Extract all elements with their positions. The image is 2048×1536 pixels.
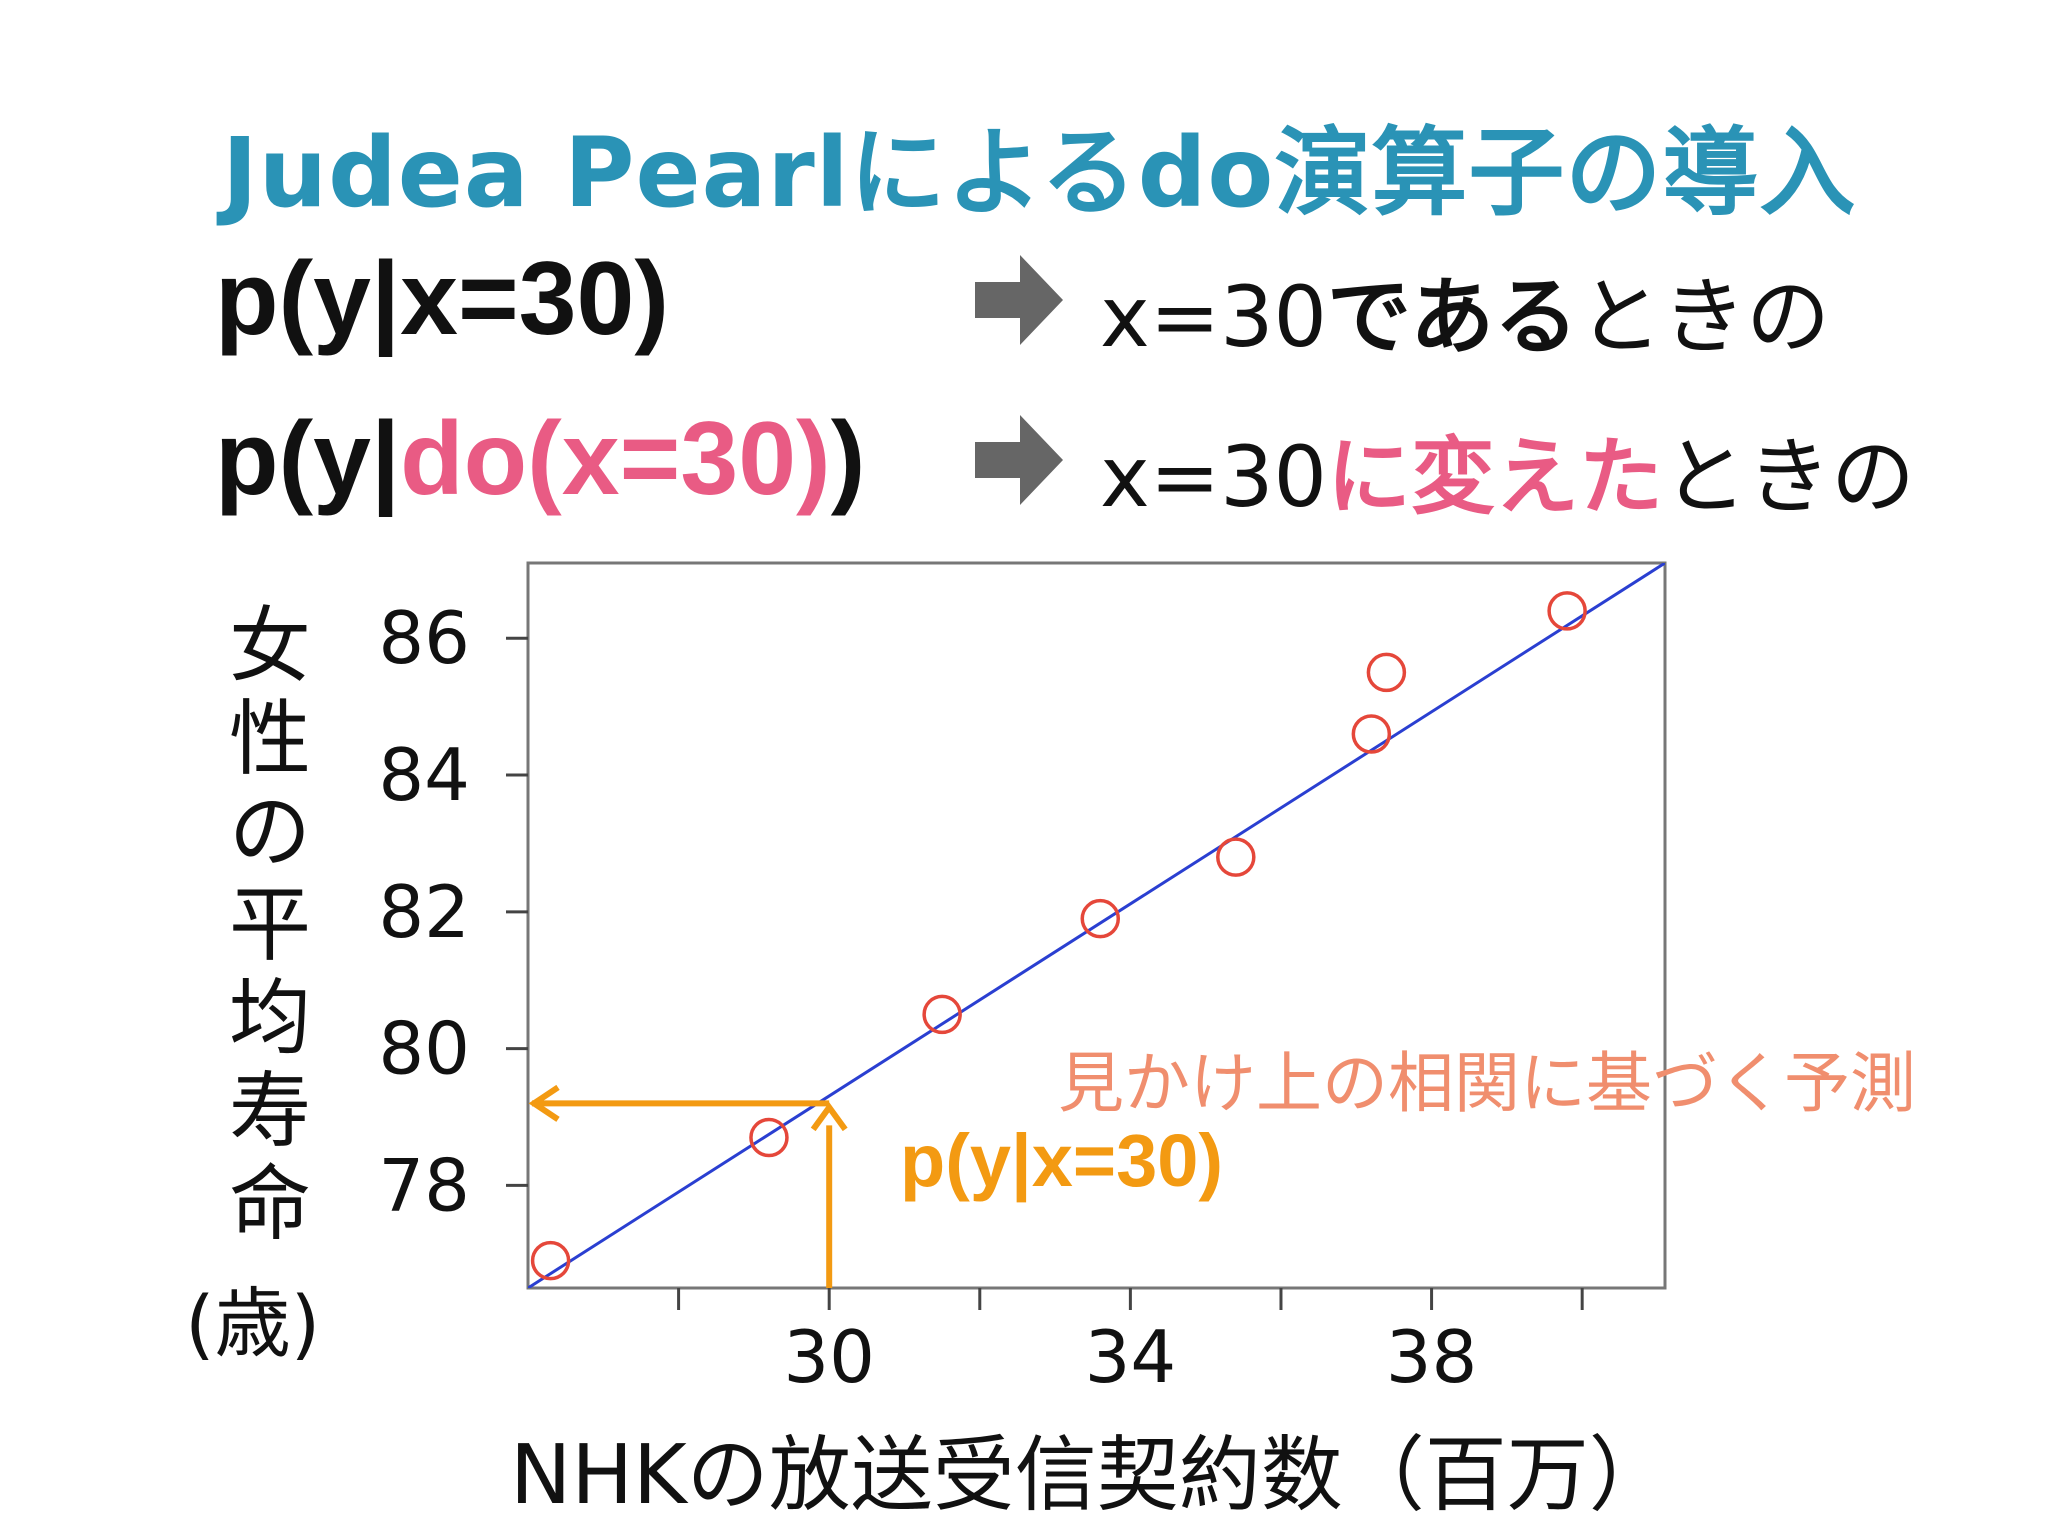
- data-point: [1547, 591, 1587, 631]
- x-tick-label: 38: [1386, 1315, 1478, 1399]
- desc-prefix: x=30: [1100, 268, 1327, 366]
- conditional-description: x=30であるときの: [1100, 250, 1830, 371]
- data-point: [530, 1240, 571, 1281]
- y-tick-label: 82: [378, 870, 470, 954]
- desc-prefix: x=30: [1100, 428, 1327, 526]
- regression-line: [528, 563, 1665, 1288]
- slide-title: Judea Pearlによるdo演算子の導入: [222, 117, 1857, 229]
- y-axis-label-char: の: [228, 785, 311, 880]
- x-axis-label: NHKの放送受信契約数（百万）: [510, 1428, 1671, 1523]
- formula-row-intervention: p(y|do(x=30)) x=30に変えたときの: [0, 400, 2048, 530]
- data-point: [1351, 714, 1392, 754]
- y-axis-label-char: 女: [228, 599, 311, 694]
- prediction-label: p(y|x=30): [900, 1119, 1224, 1202]
- y-tick-label: 78: [378, 1143, 470, 1227]
- prediction-arrowhead-up: [810, 1102, 848, 1132]
- y-axis-unit: (歳): [185, 1279, 321, 1368]
- y-axis-label: 女性の平均寿命: [215, 600, 325, 1251]
- data-point: [1366, 652, 1407, 693]
- right-arrow-icon: [975, 415, 1063, 505]
- data-point: [1216, 837, 1256, 877]
- x-tick-label: 34: [1085, 1315, 1177, 1399]
- right-arrow-icon: [975, 255, 1063, 345]
- y-axis-label-char: 均: [228, 971, 311, 1066]
- conditional-formula: p(y|x=30): [215, 241, 669, 357]
- data-point: [922, 994, 962, 1035]
- desc-highlight: に変えた: [1326, 428, 1663, 526]
- correlation-annotation: 見かけ上の相関に基づく予測: [1058, 1045, 1916, 1122]
- data-point: [1080, 898, 1121, 939]
- y-axis-label-char: 平: [228, 878, 311, 973]
- formula-suffix: ): [830, 401, 866, 517]
- intervention-description: x=30に変えたときの: [1100, 410, 1915, 531]
- desc-suffix: ときの: [1663, 428, 1916, 526]
- desc-strong: である: [1326, 268, 1579, 366]
- desc-suffix: ときの: [1578, 268, 1831, 366]
- intervention-formula: p(y|do(x=30)): [215, 400, 865, 519]
- do-operator: do(x=30): [400, 401, 831, 517]
- prediction-arrowhead-left: [528, 1084, 560, 1122]
- y-axis-label-char: 寿: [228, 1064, 311, 1159]
- formula-prefix: p(y|: [215, 401, 401, 517]
- y-tick-label: 84: [378, 733, 470, 817]
- data-point: [749, 1117, 789, 1158]
- y-tick-label: 80: [378, 1007, 470, 1091]
- y-axis-label-char: 命: [228, 1157, 311, 1252]
- formula-row-conditional: p(y|x=30) x=30であるときの: [0, 240, 2048, 370]
- y-tick-label: 86: [378, 596, 470, 680]
- x-tick-label: 30: [783, 1315, 875, 1399]
- y-axis-label-char: 性: [228, 692, 311, 787]
- plot-frame: [526, 561, 1667, 1290]
